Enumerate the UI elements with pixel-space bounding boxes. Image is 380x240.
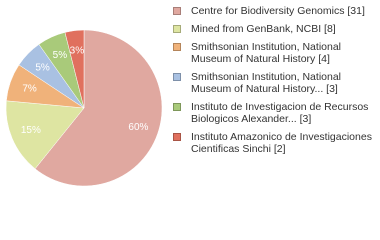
legend-entry: Instituto de Investigacion de Recursos B…: [173, 101, 378, 125]
slice-label: 3%: [70, 45, 85, 56]
pie-slice: [5, 100, 85, 170]
pie-slice: [34, 29, 163, 187]
legend-swatch: [173, 73, 181, 81]
legend-entry: Centre for Biodiversity Genomics [31]: [173, 5, 378, 17]
legend-label: Instituto Amazonico de Investigaciones C…: [191, 131, 372, 155]
legend: Centre for Biodiversity Genomics [31] Min…: [173, 5, 378, 161]
legend-label: Centre for Biodiversity Genomics [31]: [191, 5, 365, 17]
slice-label: 5%: [53, 50, 68, 61]
pie-chart: 60%15%7%5%5% 3%: [5, 29, 163, 187]
legend-entry: Smithsonian Institution, National Museum…: [173, 41, 378, 65]
legend-label: Smithsonian Institution, National Museum…: [191, 71, 341, 95]
legend-entry: Mined from GenBank, NCBI [8]: [173, 23, 378, 35]
legend-entry: Smithsonian Institution, National Museum…: [173, 71, 378, 95]
slice-label: 7%: [22, 83, 37, 94]
pie-slice: [64, 29, 85, 109]
legend-swatch: [173, 7, 181, 15]
legend-entry: Instituto Amazonico de Investigaciones C…: [173, 131, 378, 155]
legend-swatch: [173, 25, 181, 33]
legend-label: Instituto de Investigacion de Recursos B…: [191, 101, 369, 125]
slice-label: 5%: [35, 62, 50, 73]
legend-swatch: [173, 133, 181, 141]
legend-swatch: [173, 43, 181, 51]
slice-label: 15%: [21, 125, 41, 136]
legend-label: Mined from GenBank, NCBI [8]: [191, 23, 336, 35]
slice-label: 60%: [128, 122, 148, 133]
legend-label: Smithsonian Institution, National Museum…: [191, 41, 341, 65]
legend-swatch: [173, 103, 181, 111]
